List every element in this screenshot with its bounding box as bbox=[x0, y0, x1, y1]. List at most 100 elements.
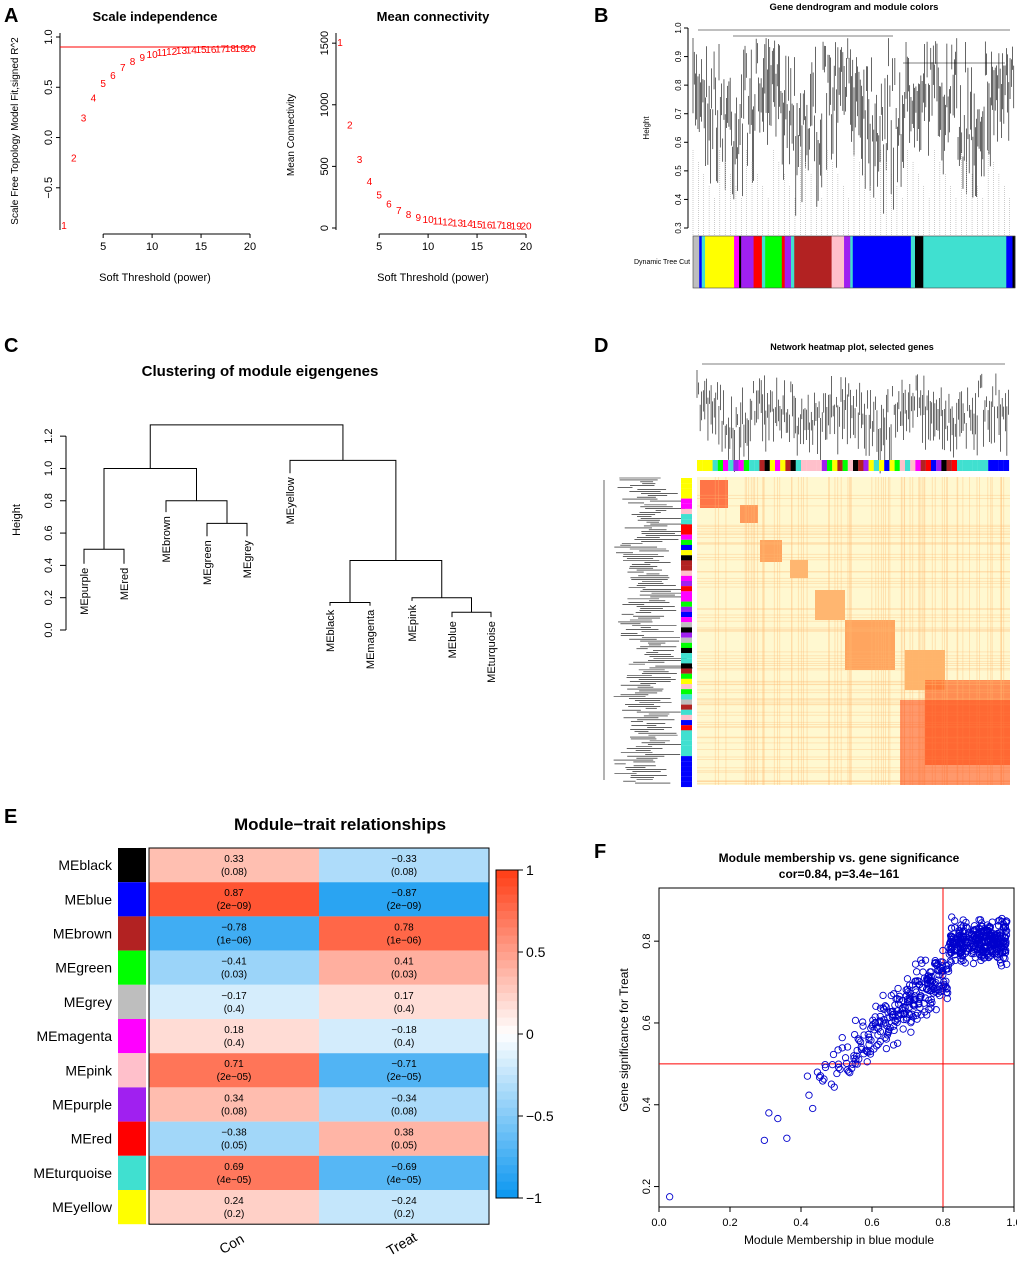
panel-label-f: F bbox=[594, 841, 606, 863]
f-plot-frame bbox=[658, 887, 1015, 1208]
d-top-color-cell bbox=[769, 460, 776, 471]
e-cell-pvalue: (2e−09) bbox=[387, 901, 422, 912]
c-y-tick-label: 0.0 bbox=[43, 622, 55, 637]
panel-e: Module−trait relationships MEblack 0.33 (0… bbox=[33, 815, 553, 1259]
f-point bbox=[760, 1136, 769, 1144]
a2-point-label: 3 bbox=[357, 155, 363, 166]
a1-point-label: 9 bbox=[140, 53, 146, 64]
d-left-color-cell bbox=[681, 622, 692, 628]
d-left-color-cell bbox=[681, 611, 692, 618]
e-heat-cell bbox=[319, 882, 489, 917]
e-row-color-swatch bbox=[118, 950, 146, 985]
e-row-label: MEturquoise bbox=[33, 1165, 112, 1181]
d-left-color-cell bbox=[681, 730, 692, 736]
a2-point-label: 13 bbox=[452, 218, 464, 229]
d-left-dendrogram bbox=[603, 477, 693, 784]
d-left-color-cell bbox=[681, 678, 692, 685]
f-point bbox=[887, 991, 895, 1000]
d-left-color-cell bbox=[681, 658, 692, 664]
f-point bbox=[998, 939, 1006, 948]
e-row-label: MEblue bbox=[65, 891, 113, 907]
e-legend-segment bbox=[496, 1058, 518, 1068]
f-point bbox=[988, 945, 997, 953]
a1-x-tick-label: 5 bbox=[100, 241, 106, 253]
e-cell-value: 0.41 bbox=[394, 957, 414, 968]
a1-point-label: 1 bbox=[61, 221, 67, 232]
f-point bbox=[936, 991, 944, 1000]
f-point bbox=[834, 1060, 843, 1068]
f-point bbox=[934, 989, 942, 997]
f-point bbox=[896, 1009, 904, 1017]
b-y-tick-label: 1.0 bbox=[674, 22, 683, 34]
d-top-color-cell bbox=[801, 460, 807, 471]
f-point bbox=[879, 991, 887, 1000]
e-cell-pvalue: (0.03) bbox=[221, 970, 247, 981]
f-point bbox=[783, 1134, 791, 1142]
e-cell-pvalue: (2e−09) bbox=[217, 901, 252, 912]
e-cell-pvalue: (4e−05) bbox=[217, 1175, 252, 1186]
e-legend-segment bbox=[496, 1042, 518, 1051]
a2-xlabel: Soft Threshold (power) bbox=[377, 272, 489, 284]
b-module-block bbox=[701, 236, 706, 288]
d-left-color-cell bbox=[681, 570, 692, 576]
f-point bbox=[947, 958, 955, 966]
c-leaf-label: MEpurple bbox=[79, 568, 91, 615]
b-y-tick-label: 0.6 bbox=[674, 136, 683, 148]
d-dense-block bbox=[900, 700, 1010, 785]
d-top-color-cell bbox=[702, 460, 708, 471]
a1-point-label: 15 bbox=[195, 45, 207, 56]
e-heat-cell bbox=[319, 848, 489, 883]
e-legend-segment bbox=[496, 1148, 518, 1158]
f-point bbox=[774, 1114, 782, 1123]
e-legend-segment bbox=[496, 1157, 518, 1166]
e-row-label: MEbrown bbox=[53, 926, 112, 942]
f-y-tick-label: 0.4 bbox=[641, 1097, 653, 1112]
f-point bbox=[917, 1011, 925, 1019]
d-top-color-cell bbox=[910, 460, 916, 471]
e-cell-pvalue: (0.08) bbox=[221, 867, 247, 878]
e-legend-tick-label: 1 bbox=[526, 862, 534, 878]
f-point bbox=[902, 992, 911, 1000]
b-module-block bbox=[910, 236, 916, 288]
d-left-color-cell bbox=[681, 550, 692, 556]
a2-ylabel: Mean Connectivity bbox=[286, 94, 297, 176]
e-row-label: MEgreen bbox=[55, 960, 112, 976]
f-point bbox=[855, 1055, 863, 1063]
d-left-color-cell bbox=[681, 498, 692, 504]
e-legend-segment bbox=[496, 1116, 518, 1125]
e-cell-pvalue: (0.2) bbox=[224, 1209, 245, 1220]
d-top-color-cell bbox=[853, 460, 859, 471]
e-cell-value: 0.34 bbox=[224, 1093, 244, 1104]
panel-a2: Mean connectivity Soft Threshold (power)… bbox=[286, 9, 532, 284]
a1-ylabel: Scale Free Topology Model Fit,signed R^2 bbox=[10, 37, 21, 225]
panel-label-c: C bbox=[4, 335, 18, 357]
f-point bbox=[929, 985, 938, 993]
e-legend-segment bbox=[496, 1107, 518, 1117]
d-left-color-cell bbox=[681, 508, 692, 515]
c-leaf-label: MEyellow bbox=[285, 477, 297, 524]
e-heat-cell bbox=[319, 984, 489, 1019]
f-point bbox=[959, 951, 967, 959]
d-left-color-cell bbox=[681, 771, 692, 777]
d-top-color-cell bbox=[931, 460, 937, 471]
e-legend-segment bbox=[496, 943, 518, 953]
a1-point-label: 8 bbox=[130, 57, 136, 68]
f-point bbox=[834, 1046, 842, 1054]
d-left-color-cell bbox=[681, 596, 692, 602]
a2-point-label: 7 bbox=[396, 206, 402, 217]
f-point bbox=[976, 916, 985, 924]
e-row-color-swatch bbox=[118, 1121, 146, 1156]
a2-point-label: 11 bbox=[433, 216, 444, 227]
e-cell-value: 0.24 bbox=[224, 1196, 244, 1207]
e-cell-value: 0.87 bbox=[224, 888, 244, 899]
e-cell-pvalue: (0.05) bbox=[391, 1141, 417, 1152]
a1-point-label: 10 bbox=[147, 50, 159, 61]
e-heat-cell bbox=[149, 1190, 319, 1225]
e-cell-pvalue: (2e−05) bbox=[217, 1072, 252, 1083]
f-point bbox=[850, 1052, 858, 1060]
e-legend-segment bbox=[496, 1075, 518, 1084]
a2-point-label: 12 bbox=[442, 218, 454, 229]
b-dendrogram-branches bbox=[692, 29, 1015, 216]
f-point bbox=[993, 933, 1001, 942]
